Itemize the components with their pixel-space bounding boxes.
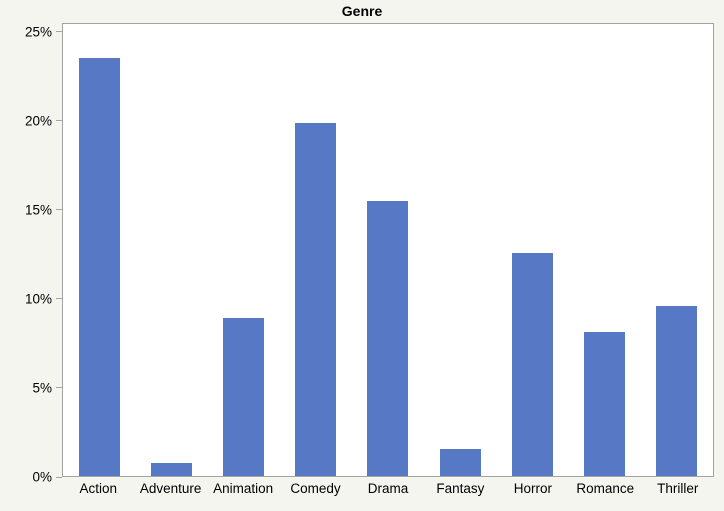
y-tick-mark bbox=[56, 476, 62, 478]
y-tick-mark bbox=[56, 298, 62, 300]
y-tick-mark bbox=[56, 387, 62, 389]
bar-slot-romance bbox=[569, 24, 641, 476]
bar-fantasy[interactable] bbox=[439, 449, 481, 476]
x-tick-label-action: Action bbox=[79, 481, 117, 496]
bar-slot-adventure bbox=[135, 24, 207, 476]
x-tick-label-fantasy: Fantasy bbox=[436, 481, 485, 496]
bars-row bbox=[63, 24, 713, 476]
bar-romance[interactable] bbox=[584, 332, 626, 476]
y-tick-label: 25% bbox=[24, 24, 52, 40]
y-tick-mark bbox=[56, 120, 62, 122]
plot-area bbox=[62, 23, 714, 477]
bar-slot-thriller bbox=[641, 24, 713, 476]
x-tick-label-drama: Drama bbox=[367, 481, 409, 496]
bar-horror[interactable] bbox=[511, 252, 553, 476]
x-tick-label-thriller: Thriller bbox=[657, 481, 699, 496]
y-tick-label: 0% bbox=[32, 469, 52, 485]
bar-animation[interactable] bbox=[223, 318, 265, 476]
y-tick-label: 5% bbox=[32, 380, 52, 396]
y-tick-mark bbox=[56, 209, 62, 211]
y-axis: 0% 5% 10% 15% 20% 25% bbox=[0, 23, 62, 485]
bar-thriller[interactable] bbox=[656, 305, 698, 476]
y-tick-label: 15% bbox=[24, 202, 52, 218]
bar-drama[interactable] bbox=[367, 201, 409, 476]
y-tick-mark bbox=[56, 31, 62, 33]
x-axis: Action Adventure Animation Comedy Drama Fanta… bbox=[62, 481, 714, 501]
bar-comedy[interactable] bbox=[295, 123, 337, 476]
bar-slot-action bbox=[63, 24, 135, 476]
x-tick-label-adventure: Adventure bbox=[139, 481, 202, 496]
y-tick-label: 20% bbox=[24, 113, 52, 129]
x-tick-label-animation: Animation bbox=[213, 481, 274, 496]
x-tick-label-horror: Horror bbox=[513, 481, 552, 496]
bar-slot-fantasy bbox=[424, 24, 496, 476]
bar-adventure[interactable] bbox=[150, 462, 192, 476]
y-tick-label: 10% bbox=[24, 291, 52, 307]
x-tick-label-romance: Romance bbox=[576, 481, 635, 496]
bar-slot-comedy bbox=[280, 24, 352, 476]
bar-slot-horror bbox=[496, 24, 568, 476]
bar-action[interactable] bbox=[78, 57, 120, 476]
chart-title: Genre bbox=[341, 3, 383, 19]
bar-slot-drama bbox=[352, 24, 424, 476]
bar-slot-animation bbox=[207, 24, 279, 476]
x-tick-label-comedy: Comedy bbox=[290, 481, 341, 496]
